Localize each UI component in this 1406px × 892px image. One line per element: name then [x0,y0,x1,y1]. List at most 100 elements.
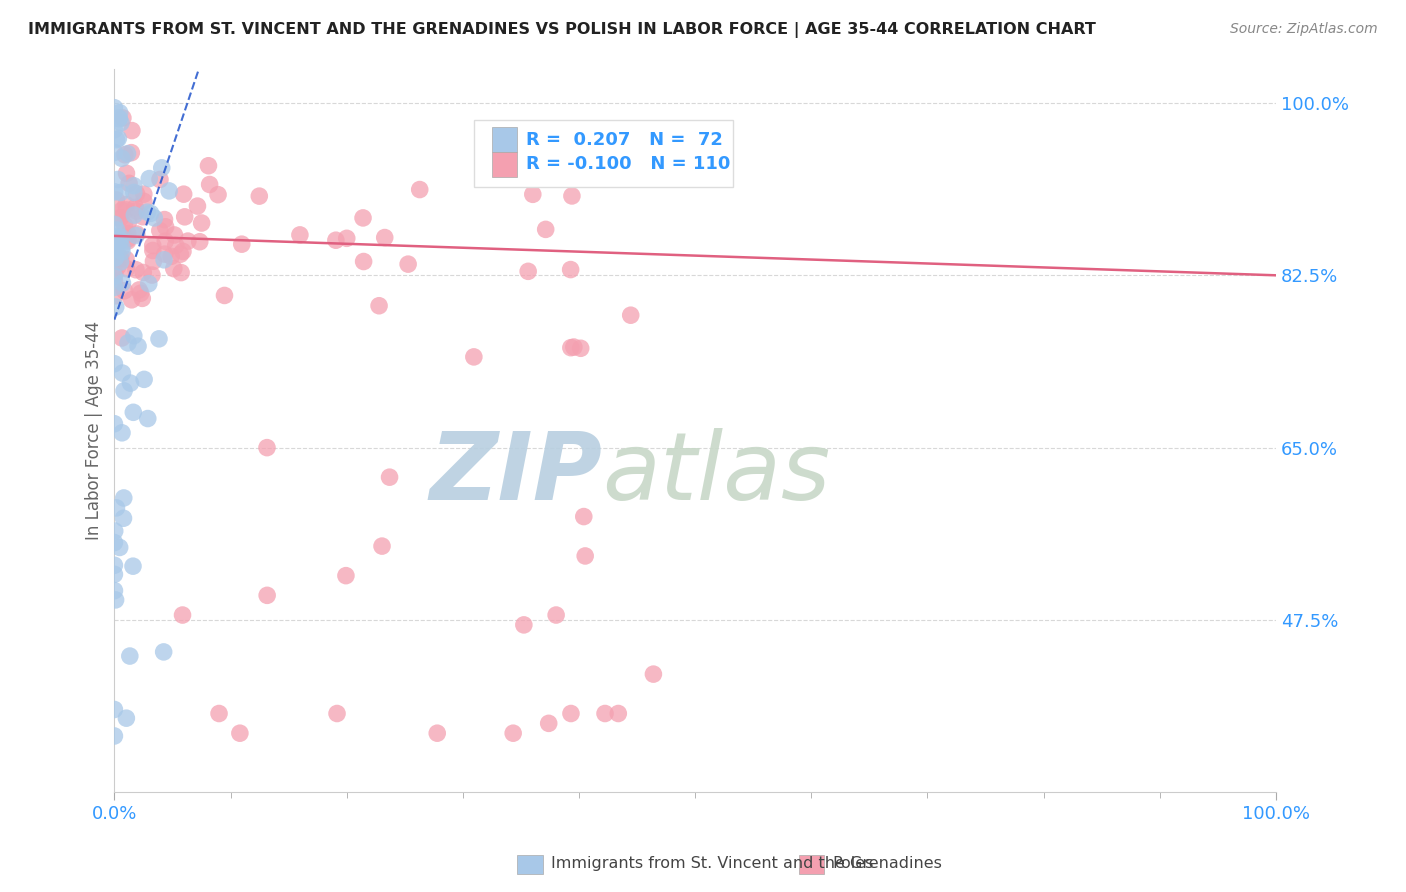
Point [643,667,665,681]
Point [115,202,138,217]
Text: Poles: Poles [832,856,873,871]
Point [115,197,138,211]
Point [157,184,180,198]
Point [104,267,127,281]
Point [117,232,139,246]
Point [103,280,125,294]
Point [165,238,187,252]
Point [128,283,150,297]
Point [198,178,221,192]
Point [110,116,132,130]
Point [561,189,583,203]
Point [336,231,359,245]
Point [131,292,153,306]
Point [103,217,125,231]
Point [537,716,560,731]
Point [560,706,582,721]
Point [104,242,127,256]
Point [103,101,125,115]
Point [104,233,127,247]
Text: Immigrants from St. Vincent and the Grenadines: Immigrants from St. Vincent and the Gren… [551,856,942,871]
Point [247,189,270,203]
Point [132,265,155,279]
Point [149,224,172,238]
Point [110,233,132,247]
Point [132,210,155,224]
Point [114,218,136,232]
Text: IMMIGRANTS FROM ST. VINCENT AND THE GRENADINES VS POLISH IN LABOR FORCE | AGE 35: IMMIGRANTS FROM ST. VINCENT AND THE GREN… [28,22,1097,38]
Point [108,541,131,555]
Point [502,726,524,740]
Point [142,244,165,258]
Point [111,276,134,290]
Point [104,251,127,265]
Point [517,264,540,278]
Point [111,331,134,345]
Point [107,111,129,125]
Point [122,405,145,419]
Text: R = -0.100   N = 110: R = -0.100 N = 110 [526,155,730,173]
Point [560,341,582,355]
Point [136,411,159,425]
Point [103,274,125,288]
Point [117,215,139,229]
Point [138,277,160,291]
Point [150,161,173,175]
Point [111,229,134,244]
Point [374,230,396,244]
Point [111,111,134,125]
Point [105,241,128,255]
Point [104,524,127,538]
Point [105,223,128,237]
Point [522,187,544,202]
Point [117,234,139,248]
Point [186,199,208,213]
Point [111,425,134,440]
Point [115,252,138,267]
Point [148,332,170,346]
Point [122,178,145,193]
Point [122,328,145,343]
Point [208,706,231,721]
Point [534,222,557,236]
Point [107,240,129,254]
Point [134,372,156,386]
Text: atlas: atlas [602,428,831,519]
Point [104,300,127,314]
Point [110,230,132,244]
Point [110,211,132,225]
Point [214,288,236,302]
Point [124,200,146,214]
Point [371,539,394,553]
Point [396,257,419,271]
Point [170,266,193,280]
Point [125,203,148,218]
Point [103,232,125,246]
Point [143,211,166,225]
Point [118,648,141,663]
Point [105,210,128,224]
Point [120,376,142,391]
Y-axis label: In Labor Force | Age 35-44: In Labor Force | Age 35-44 [86,321,103,540]
Point [190,216,212,230]
Point [111,366,134,380]
Point [325,233,347,247]
Point [103,269,125,284]
Point [103,357,125,371]
Point [173,187,195,202]
Point [326,706,349,721]
Point [103,702,125,716]
Point [112,384,135,398]
Point [153,252,176,267]
Point [122,559,145,574]
Point [172,244,194,259]
Point [188,235,211,249]
Text: R =  0.207   N =  72: R = 0.207 N = 72 [526,131,723,149]
Point [152,645,174,659]
Point [122,186,145,200]
Point [607,706,630,721]
Point [569,341,592,355]
Point [125,186,148,201]
Point [105,133,128,147]
Point [288,227,311,242]
